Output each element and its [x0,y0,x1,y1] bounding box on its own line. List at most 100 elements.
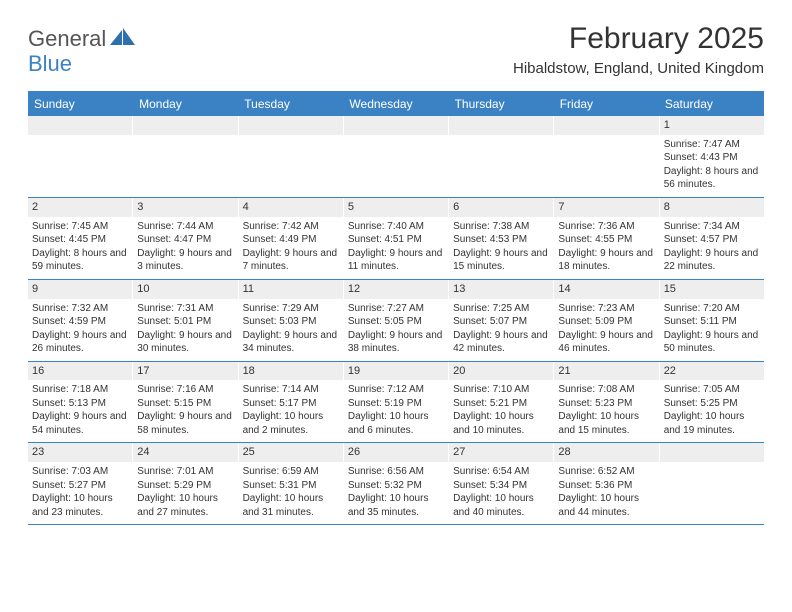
weekday-header: Friday [554,93,659,116]
daylight-text: Daylight: 10 hours and 15 minutes. [558,410,654,437]
calendar-day-cell: 2Sunrise: 7:45 AMSunset: 4:45 PMDaylight… [28,198,133,279]
sunset-text: Sunset: 5:36 PM [558,479,654,493]
sunrise-text: Sunrise: 7:38 AM [453,220,549,234]
calendar-day-cell: 6 Sunrise: 7:38 AMSunset: 4:53 PMDaylight… [449,198,554,279]
sunrise-text: Sunrise: 6:54 AM [453,465,549,479]
day-number: 16 [28,362,132,381]
calendar-day-cell: . [239,116,344,197]
sunrise-text: Sunrise: 7:12 AM [348,383,444,397]
day-number: 10 [133,280,237,299]
logo-word2: Blue [28,53,72,75]
sunset-text: Sunset: 5:01 PM [137,315,233,329]
daylight-text: Daylight: 10 hours and 44 minutes. [558,492,654,519]
calendar-day-cell: 8Sunrise: 7:34 AMSunset: 4:57 PMDaylight… [660,198,764,279]
calendar-day-cell: 3Sunrise: 7:44 AMSunset: 4:47 PMDaylight… [133,198,238,279]
sunrise-text: Sunrise: 7:40 AM [348,220,444,234]
calendar-day-cell: 21Sunrise: 7:08 AMSunset: 5:23 PMDayligh… [554,362,659,443]
calendar-day-cell: 22Sunrise: 7:05 AMSunset: 5:25 PMDayligh… [660,362,764,443]
day-number: 27 [449,443,553,462]
daylight-text: Daylight: 9 hours and 58 minutes. [137,410,233,437]
weekday-header: Thursday [449,93,554,116]
day-number: 19 [344,362,448,381]
sunrise-text: Sunrise: 7:45 AM [32,220,128,234]
calendar-day-cell: . [344,116,449,197]
day-number: . [28,116,132,135]
sunrise-text: Sunrise: 7:31 AM [137,302,233,316]
calendar-day-cell: 12Sunrise: 7:27 AMSunset: 5:05 PMDayligh… [344,280,449,361]
location-subtitle: Hibaldstow, England, United Kingdom [513,60,764,77]
sunset-text: Sunset: 4:43 PM [664,151,760,165]
calendar-day-cell: 15 Sunrise: 7:20 AMSunset: 5:11 PMDayligh… [660,280,764,361]
sunset-text: Sunset: 5:27 PM [32,479,128,493]
sunrise-text: Sunrise: 7:47 AM [664,138,760,152]
calendar-day-cell: 4Sunrise: 7:42 AMSunset: 4:49 PMDaylight… [239,198,344,279]
calendar-day-cell: . [28,116,133,197]
day-number: 20 [449,362,553,381]
weekday-header: Monday [133,93,238,116]
sunset-text: Sunset: 5:21 PM [453,397,549,411]
day-number: 23 [28,443,132,462]
daylight-text: Daylight: 9 hours and 15 minutes. [453,247,549,274]
day-number: 28 [554,443,658,462]
daylight-text: Daylight: 9 hours and 3 minutes. [137,247,233,274]
sunset-text: Sunset: 5:03 PM [243,315,339,329]
day-number: 1 [660,116,764,135]
logo-words: General Blue [28,28,136,75]
daylight-text: Daylight: 9 hours and 54 minutes. [32,410,128,437]
daylight-text: Daylight: 9 hours and 50 minutes. [664,329,760,356]
sunrise-text: Sunrise: 7:23 AM [558,302,654,316]
daylight-text: Daylight: 10 hours and 6 minutes. [348,410,444,437]
page-header: General Blue February 2025 Hibaldstow, E… [28,22,764,77]
sunset-text: Sunset: 4:45 PM [32,233,128,247]
sunrise-text: Sunrise: 7:36 AM [558,220,654,234]
daylight-text: Daylight: 9 hours and 38 minutes. [348,329,444,356]
sunset-text: Sunset: 5:25 PM [664,397,760,411]
title-block: February 2025 Hibaldstow, England, Unite… [513,22,764,77]
sunset-text: Sunset: 5:07 PM [453,315,549,329]
sunset-text: Sunset: 5:23 PM [558,397,654,411]
sunrise-text: Sunrise: 7:20 AM [664,302,760,316]
sunset-text: Sunset: 5:11 PM [664,315,760,329]
day-number: . [554,116,658,135]
sunset-text: Sunset: 4:55 PM [558,233,654,247]
sunset-text: Sunset: 5:34 PM [453,479,549,493]
weeks-container: ......1Sunrise: 7:47 AMSunset: 4:43 PMDa… [28,116,764,525]
sunset-text: Sunset: 4:53 PM [453,233,549,247]
day-number: . [449,116,553,135]
daylight-text: Daylight: 9 hours and 22 minutes. [664,247,760,274]
sunset-text: Sunset: 5:09 PM [558,315,654,329]
calendar-day-cell: 7Sunrise: 7:36 AMSunset: 4:55 PMDaylight… [554,198,659,279]
day-number: 25 [239,443,343,462]
brand-logo: General Blue [28,22,136,75]
sunrise-text: Sunrise: 6:56 AM [348,465,444,479]
daylight-text: Daylight: 10 hours and 35 minutes. [348,492,444,519]
calendar-week-row: 16Sunrise: 7:18 AMSunset: 5:13 PMDayligh… [28,362,764,444]
logo-sail-icon [110,28,136,51]
sunrise-text: Sunrise: 7:01 AM [137,465,233,479]
sunset-text: Sunset: 4:51 PM [348,233,444,247]
sunset-text: Sunset: 5:13 PM [32,397,128,411]
daylight-text: Daylight: 9 hours and 42 minutes. [453,329,549,356]
sunset-text: Sunset: 5:05 PM [348,315,444,329]
sunrise-text: Sunrise: 7:25 AM [453,302,549,316]
day-number: 24 [133,443,237,462]
daylight-text: Daylight: 8 hours and 56 minutes. [664,165,760,192]
day-number: . [133,116,237,135]
daylight-text: Daylight: 8 hours and 59 minutes. [32,247,128,274]
calendar-day-cell: 5Sunrise: 7:40 AMSunset: 4:51 PMDaylight… [344,198,449,279]
sunrise-text: Sunrise: 7:14 AM [243,383,339,397]
calendar-day-cell: . [660,443,764,524]
sunset-text: Sunset: 4:57 PM [664,233,760,247]
weekday-header: Tuesday [238,93,343,116]
sunrise-text: Sunrise: 7:16 AM [137,383,233,397]
sunrise-text: Sunrise: 7:27 AM [348,302,444,316]
month-title: February 2025 [513,22,764,56]
logo-word1: General [28,28,106,50]
daylight-text: Daylight: 9 hours and 46 minutes. [558,329,654,356]
day-number: 15 [660,280,764,299]
day-number: 6 [449,198,553,217]
day-number: . [239,116,343,135]
sunset-text: Sunset: 5:17 PM [243,397,339,411]
calendar-day-cell: 26Sunrise: 6:56 AMSunset: 5:32 PMDayligh… [344,443,449,524]
daylight-text: Daylight: 10 hours and 2 minutes. [243,410,339,437]
